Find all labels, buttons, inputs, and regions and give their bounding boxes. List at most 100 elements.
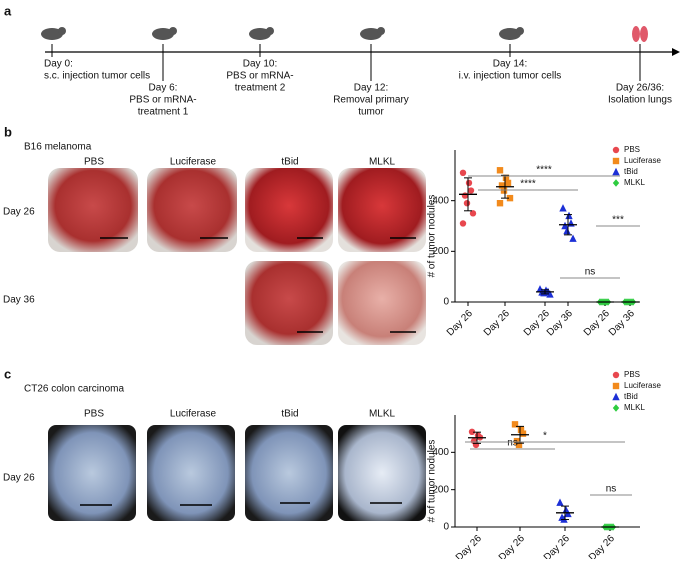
data-point bbox=[465, 179, 473, 187]
x-tick-label: Day 36 bbox=[545, 308, 575, 338]
timeline-label: Day 26/36: bbox=[616, 83, 664, 94]
x-tick-label: Day 26 bbox=[482, 308, 512, 338]
data-point bbox=[459, 169, 467, 176]
x-tick-label: Day 26 bbox=[542, 533, 572, 559]
data-point bbox=[461, 192, 469, 199]
panel-title: B16 melanoma bbox=[24, 142, 92, 153]
timeline bbox=[45, 48, 680, 56]
lung-icon bbox=[640, 26, 648, 42]
data-point bbox=[496, 200, 504, 207]
timeline-label: tumor bbox=[358, 107, 384, 118]
mouse-icon bbox=[499, 28, 521, 40]
data-point bbox=[546, 290, 554, 298]
mouse-icon bbox=[377, 27, 385, 35]
column-header: Luciferase bbox=[170, 409, 217, 420]
mouse-icon bbox=[360, 28, 382, 40]
legend-label: MLKL bbox=[624, 178, 645, 187]
panel-letter: a bbox=[4, 3, 12, 18]
y-axis-label: # of tumor nodules bbox=[427, 440, 438, 523]
lung-photo bbox=[245, 168, 333, 252]
column-header: MLKL bbox=[369, 157, 396, 168]
y-axis-label: # of tumor nodules bbox=[427, 195, 438, 278]
timeline-label: Removal primary bbox=[333, 95, 409, 106]
data-point bbox=[468, 428, 476, 435]
timeline-label: Isolation lungs bbox=[608, 95, 672, 106]
significance-label: **** bbox=[520, 179, 536, 190]
significance-label: ns bbox=[606, 484, 617, 495]
legend-label: PBS bbox=[624, 370, 640, 379]
timeline-label: PBS or mRNA- bbox=[129, 95, 196, 106]
data-point bbox=[498, 182, 506, 189]
x-tick-label: Day 26 bbox=[497, 533, 527, 559]
data-point bbox=[467, 187, 475, 194]
data-point bbox=[500, 187, 508, 194]
significance-label: *** bbox=[612, 215, 624, 226]
timeline-label: i.v. injection tumor cells bbox=[459, 71, 562, 82]
significance-label: **** bbox=[536, 165, 552, 176]
data-point bbox=[515, 441, 523, 449]
x-tick-label: Day 26 bbox=[454, 533, 484, 559]
mouse-icon bbox=[58, 27, 66, 35]
lung-photo bbox=[338, 425, 426, 521]
data-point bbox=[519, 430, 527, 437]
data-point bbox=[612, 146, 620, 154]
column-header: PBS bbox=[84, 157, 104, 168]
mouse-icon bbox=[266, 27, 274, 35]
y-tick-label: 0 bbox=[443, 297, 449, 308]
lung-photo bbox=[147, 425, 235, 521]
significance-label: * bbox=[543, 431, 547, 442]
data-point bbox=[563, 226, 571, 235]
lung-icon bbox=[632, 26, 640, 42]
timeline-label: Day 6: bbox=[149, 83, 178, 94]
column-header: MLKL bbox=[369, 409, 396, 420]
data-point bbox=[540, 288, 548, 297]
legend-label: Luciferase bbox=[624, 156, 661, 165]
legend-label: PBS bbox=[624, 145, 640, 154]
mouse-icon bbox=[249, 28, 271, 40]
mouse-icon bbox=[152, 28, 174, 40]
timeline-label: treatment 2 bbox=[235, 83, 286, 94]
y-tick-label: 200 bbox=[432, 246, 449, 257]
data-point bbox=[506, 194, 514, 202]
mouse-icon bbox=[516, 27, 524, 35]
column-header: Luciferase bbox=[170, 157, 217, 168]
legend-label: tBid bbox=[624, 392, 638, 401]
data-point bbox=[504, 179, 512, 187]
photos bbox=[48, 168, 426, 521]
data-point bbox=[472, 441, 480, 449]
x-tick-label: Day 36 bbox=[607, 308, 637, 338]
timeline-label: Day 14: bbox=[493, 59, 527, 70]
y-tick-label: 400 bbox=[432, 447, 449, 458]
significance-label: ns bbox=[585, 267, 596, 278]
lung-photo bbox=[48, 168, 138, 252]
mouse-icon bbox=[41, 28, 63, 40]
y-tick-label: 400 bbox=[432, 195, 449, 206]
data-point bbox=[556, 498, 564, 506]
data-point bbox=[517, 426, 525, 434]
column-header: tBid bbox=[281, 409, 298, 420]
x-tick-label: Day 26 bbox=[445, 308, 475, 338]
column-header: PBS bbox=[84, 409, 104, 420]
lung-photo bbox=[147, 168, 237, 252]
y-tick-label: 200 bbox=[432, 484, 449, 495]
data-point bbox=[459, 220, 467, 227]
legend-label: Luciferase bbox=[624, 381, 661, 390]
data-point bbox=[469, 210, 477, 217]
mouse-icon bbox=[169, 27, 177, 35]
row-label: Day 36 bbox=[3, 295, 35, 306]
timeline-label: s.c. injection tumor cells bbox=[44, 71, 150, 82]
lung-photo bbox=[48, 425, 136, 521]
row-label: Day 26 bbox=[3, 473, 35, 484]
data-point bbox=[463, 200, 471, 207]
panel-title: CT26 colon carcinoma bbox=[24, 384, 124, 395]
timeline-label: treatment 1 bbox=[138, 107, 189, 118]
timeline-label: Day 0: bbox=[44, 59, 73, 70]
x-tick-label: Day 26 bbox=[587, 533, 617, 559]
lung-photo bbox=[338, 261, 426, 345]
legend-label: tBid bbox=[624, 167, 638, 176]
data-point bbox=[511, 421, 519, 428]
lung-photo bbox=[245, 261, 333, 345]
data-point bbox=[612, 404, 620, 412]
panel-letter: b bbox=[4, 124, 12, 139]
